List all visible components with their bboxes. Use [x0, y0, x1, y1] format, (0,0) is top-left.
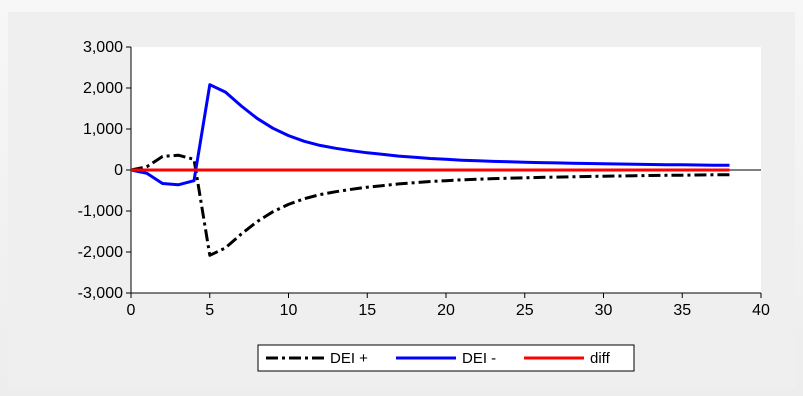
- y-tick-label: 0: [114, 162, 123, 179]
- legend-label-dei-minus: DEI -: [462, 350, 496, 367]
- legend-label-dei-plus: DEI +: [330, 350, 368, 367]
- x-tick-label: 40: [752, 302, 770, 319]
- series-line-dei-1: [130, 83, 730, 187]
- x-tick-label: 25: [516, 302, 534, 319]
- y-tick-label: -2,000: [78, 244, 123, 261]
- series-lines: [130, 83, 730, 257]
- legend-label-diff: diff: [590, 350, 611, 367]
- x-tick-label: 35: [673, 302, 691, 319]
- y-tick-label: 1,000: [83, 121, 123, 138]
- y-tick-label: -1,000: [78, 203, 123, 220]
- y-tick-label: 3,000: [83, 39, 123, 56]
- y-tick-label: 2,000: [83, 80, 123, 97]
- series-line-dei-0: [130, 153, 730, 257]
- legend: DEI + DEI - diff: [257, 344, 635, 372]
- x-tick-label: 20: [437, 302, 455, 319]
- x-axis-ticks: 0 5 10 15 20 25 30 35 40: [127, 293, 770, 319]
- x-tick-label: 15: [358, 302, 376, 319]
- x-tick-label: 30: [595, 302, 613, 319]
- x-tick-label: 0: [127, 302, 136, 319]
- x-tick-label: 10: [280, 302, 298, 319]
- y-tick-label: -3,000: [78, 285, 123, 302]
- y-axis-ticks: 3,000 2,000 1,000 0 -1,000 -2,000 -3,000: [78, 39, 131, 302]
- x-tick-label: 5: [205, 302, 214, 319]
